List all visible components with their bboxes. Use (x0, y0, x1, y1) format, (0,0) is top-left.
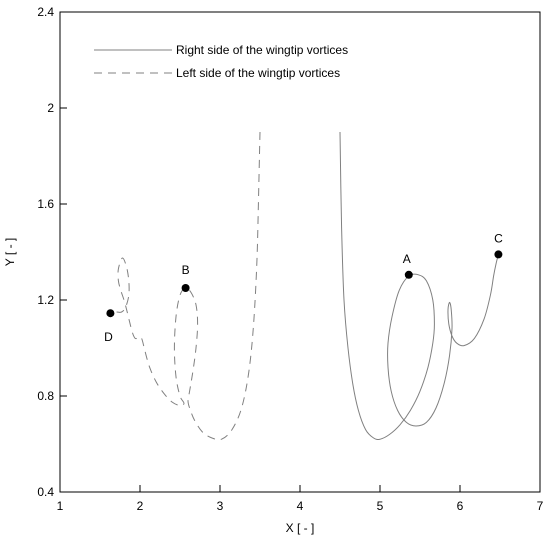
point-d-marker (106, 309, 115, 318)
series-right-vortex-line (339, 131, 499, 441)
x-tick-label: 2 (137, 499, 144, 513)
series-left-vortex-line (110, 131, 261, 441)
annotation-layer: A B C D (104, 231, 503, 344)
point-c-marker (494, 250, 503, 259)
y-tick-label: 1.2 (37, 293, 54, 307)
x-tick-label: 6 (457, 499, 464, 513)
x-tick-label: 5 (377, 499, 384, 513)
x-tick-label: 3 (217, 499, 224, 513)
legend-label-right: Right side of the wingtip vortices (176, 43, 348, 57)
x-tick-label: 4 (297, 499, 304, 513)
plot-frame (59, 11, 541, 493)
y-axis-label: Y [ - ] (3, 238, 17, 266)
point-b-label: B (182, 263, 190, 277)
y-tick-label: 2.4 (37, 5, 54, 19)
x-axis-label: X [ - ] (286, 521, 315, 535)
legend: Right side of the wingtip vortices Left … (94, 43, 348, 80)
point-c-label: C (494, 231, 503, 245)
y-tick-label: 1.6 (37, 197, 54, 211)
y-tick-label: 2 (47, 101, 54, 115)
x-tick-label: 1 (57, 499, 64, 513)
point-d-label: D (104, 330, 113, 344)
y-axis: 0.4 0.8 1.2 1.6 2 2.4 (37, 5, 67, 499)
legend-label-left: Left side of the wingtip vortices (176, 66, 340, 80)
x-axis: 1 2 3 4 5 6 7 (57, 485, 544, 513)
point-a-label: A (403, 252, 411, 266)
y-tick-label: 0.8 (37, 389, 54, 403)
x-tick-label: 7 (537, 499, 544, 513)
series-layer (110, 131, 499, 441)
point-b-marker (181, 284, 190, 292)
y-tick-label: 0.4 (37, 485, 54, 499)
point-a-marker (404, 270, 413, 279)
